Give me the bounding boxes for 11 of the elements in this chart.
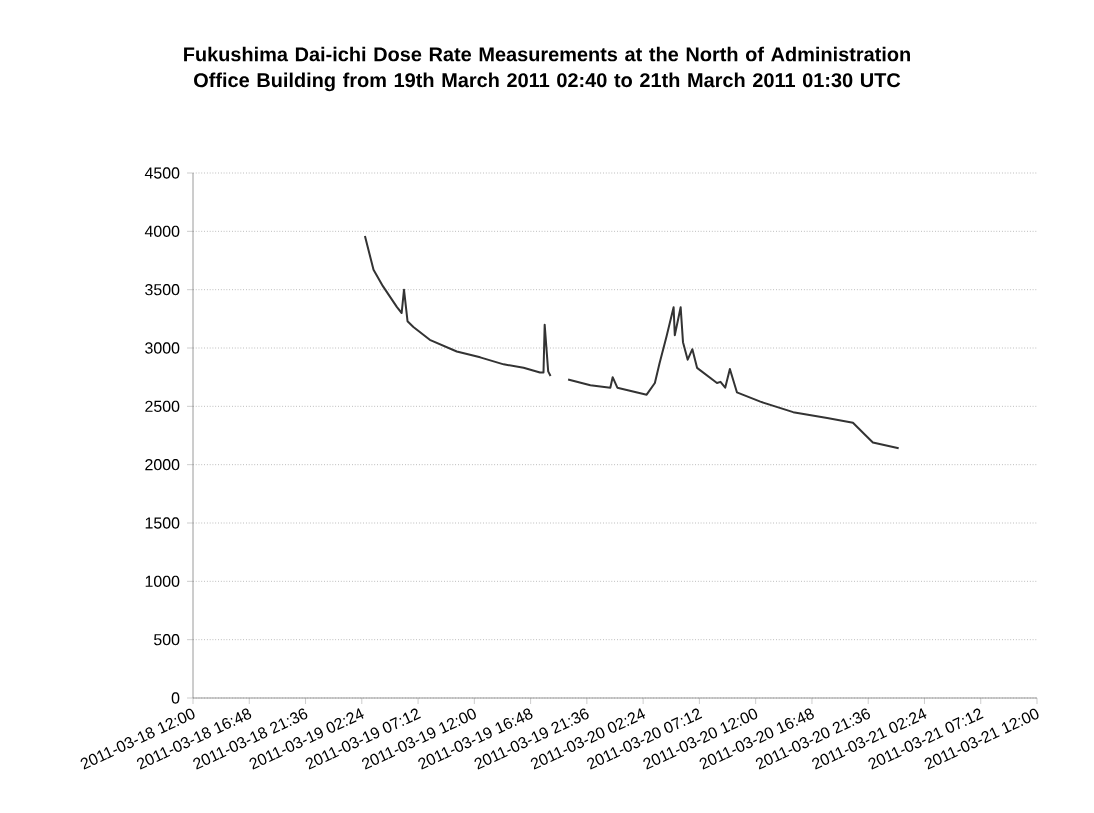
y-tick-label: 2000: [145, 459, 180, 471]
y-tick-label: 0: [171, 692, 180, 704]
y-tick-label: 2500: [145, 400, 180, 412]
y-tick-label: 3000: [145, 342, 180, 354]
y-tick-label: 4500: [144, 167, 180, 179]
chart-title: Fukushima Dai-ichi Dose Rate Measurements at the North of Administration Office Building from 19th March 2011 02:40 to 21th March 2011 01:30 UTC: [184, 46, 910, 92]
y-tick-label: 500: [153, 634, 180, 646]
y-tick-label: 1000: [145, 575, 180, 587]
y-tick-label: 1500: [145, 517, 180, 529]
y-tick-label: 4000: [144, 225, 180, 237]
y-tick-label: 3500: [145, 284, 180, 296]
